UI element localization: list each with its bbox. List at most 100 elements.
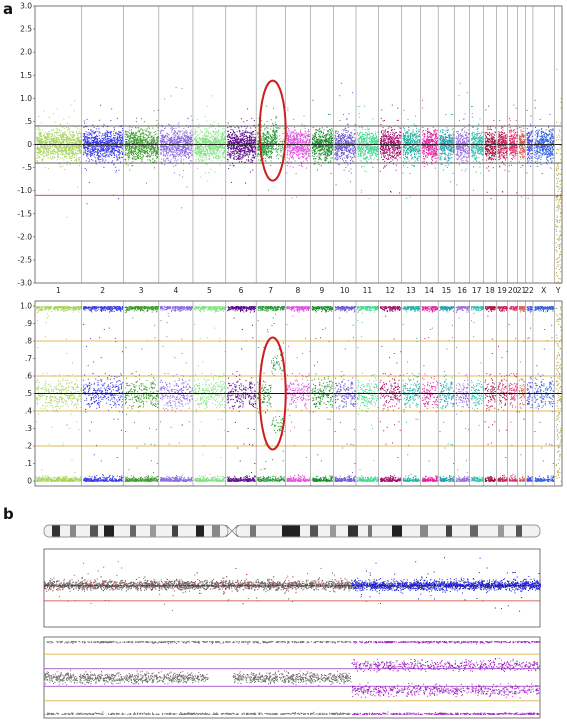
- data-point: [222, 148, 223, 149]
- data-point: [139, 137, 140, 138]
- data-point: [53, 135, 54, 136]
- data-point: [108, 146, 109, 147]
- data-point: [54, 146, 55, 147]
- data-point: [87, 119, 88, 120]
- data-point: [170, 141, 171, 142]
- data-point: [120, 152, 121, 153]
- data-point: [192, 134, 193, 135]
- data-point: [66, 158, 67, 159]
- data-point: [162, 135, 163, 136]
- data-point: [99, 156, 100, 157]
- data-point: [122, 142, 123, 143]
- data-point: [38, 143, 39, 144]
- data-point: [177, 150, 178, 151]
- data-point: [127, 131, 128, 132]
- data-point: [163, 160, 164, 161]
- data-point: [108, 147, 109, 148]
- data-point: [105, 134, 106, 135]
- data-point: [46, 142, 47, 143]
- data-point: [114, 154, 115, 155]
- data-point: [117, 147, 118, 148]
- data-point: [117, 139, 118, 140]
- data-point: [187, 187, 188, 188]
- data-point: [100, 153, 101, 154]
- data-point: [48, 158, 49, 159]
- data-point: [150, 140, 151, 141]
- data-point: [77, 128, 78, 129]
- data-point: [43, 135, 44, 136]
- data-point: [157, 127, 158, 128]
- data-point: [88, 147, 89, 148]
- data-point: [37, 149, 38, 150]
- data-point: [214, 172, 215, 173]
- data-point: [100, 159, 101, 160]
- data-point: [125, 139, 126, 140]
- data-point: [57, 151, 58, 152]
- data-point: [185, 141, 186, 142]
- data-point: [161, 138, 162, 139]
- data-point: [191, 149, 192, 150]
- data-point: [50, 134, 51, 135]
- data-point: [117, 137, 118, 138]
- data-point: [100, 161, 101, 162]
- data-point: [146, 142, 147, 143]
- data-point: [107, 134, 108, 135]
- data-point: [128, 132, 129, 133]
- data-point: [168, 134, 169, 135]
- data-point: [139, 149, 140, 150]
- data-point: [191, 130, 192, 131]
- data-point: [38, 132, 39, 133]
- data-point: [179, 138, 180, 139]
- data-point: [64, 149, 65, 150]
- data-point: [168, 153, 169, 154]
- data-point: [114, 152, 115, 153]
- data-point: [150, 148, 151, 149]
- data-point: [65, 156, 66, 157]
- data-point: [92, 153, 93, 154]
- data-point: [104, 137, 105, 138]
- data-point: [89, 159, 90, 160]
- data-point: [53, 113, 54, 114]
- data-point: [55, 121, 56, 122]
- data-point: [90, 149, 91, 150]
- data-point: [40, 152, 41, 153]
- data-point: [104, 142, 105, 143]
- data-point: [115, 172, 116, 173]
- data-point: [184, 150, 185, 151]
- data-point: [171, 141, 172, 142]
- data-point: [61, 134, 62, 135]
- data-point: [165, 141, 166, 142]
- data-point: [98, 149, 99, 150]
- data-point: [74, 111, 75, 112]
- data-point: [175, 146, 176, 147]
- data-point: [67, 217, 68, 218]
- data-point: [67, 154, 68, 155]
- data-point: [73, 142, 74, 143]
- data-point: [96, 140, 97, 141]
- data-point: [98, 157, 99, 158]
- data-point: [186, 152, 187, 153]
- data-point: [66, 147, 67, 148]
- data-point: [195, 149, 196, 150]
- data-point: [111, 153, 112, 154]
- data-point: [130, 150, 131, 151]
- data-point: [181, 207, 182, 208]
- data-point: [165, 161, 166, 162]
- data-point: [188, 139, 189, 140]
- data-point: [55, 138, 56, 139]
- data-point: [49, 137, 50, 138]
- data-point: [184, 155, 185, 156]
- data-point: [40, 139, 41, 140]
- data-point: [65, 153, 66, 154]
- data-point: [176, 150, 177, 151]
- data-point: [174, 150, 175, 151]
- data-point: [130, 135, 131, 136]
- data-point: [187, 154, 188, 155]
- data-point: [162, 137, 163, 138]
- data-point: [143, 136, 144, 137]
- data-point: [59, 129, 60, 130]
- data-point: [131, 134, 132, 135]
- data-point: [84, 136, 85, 137]
- data-point: [165, 143, 166, 144]
